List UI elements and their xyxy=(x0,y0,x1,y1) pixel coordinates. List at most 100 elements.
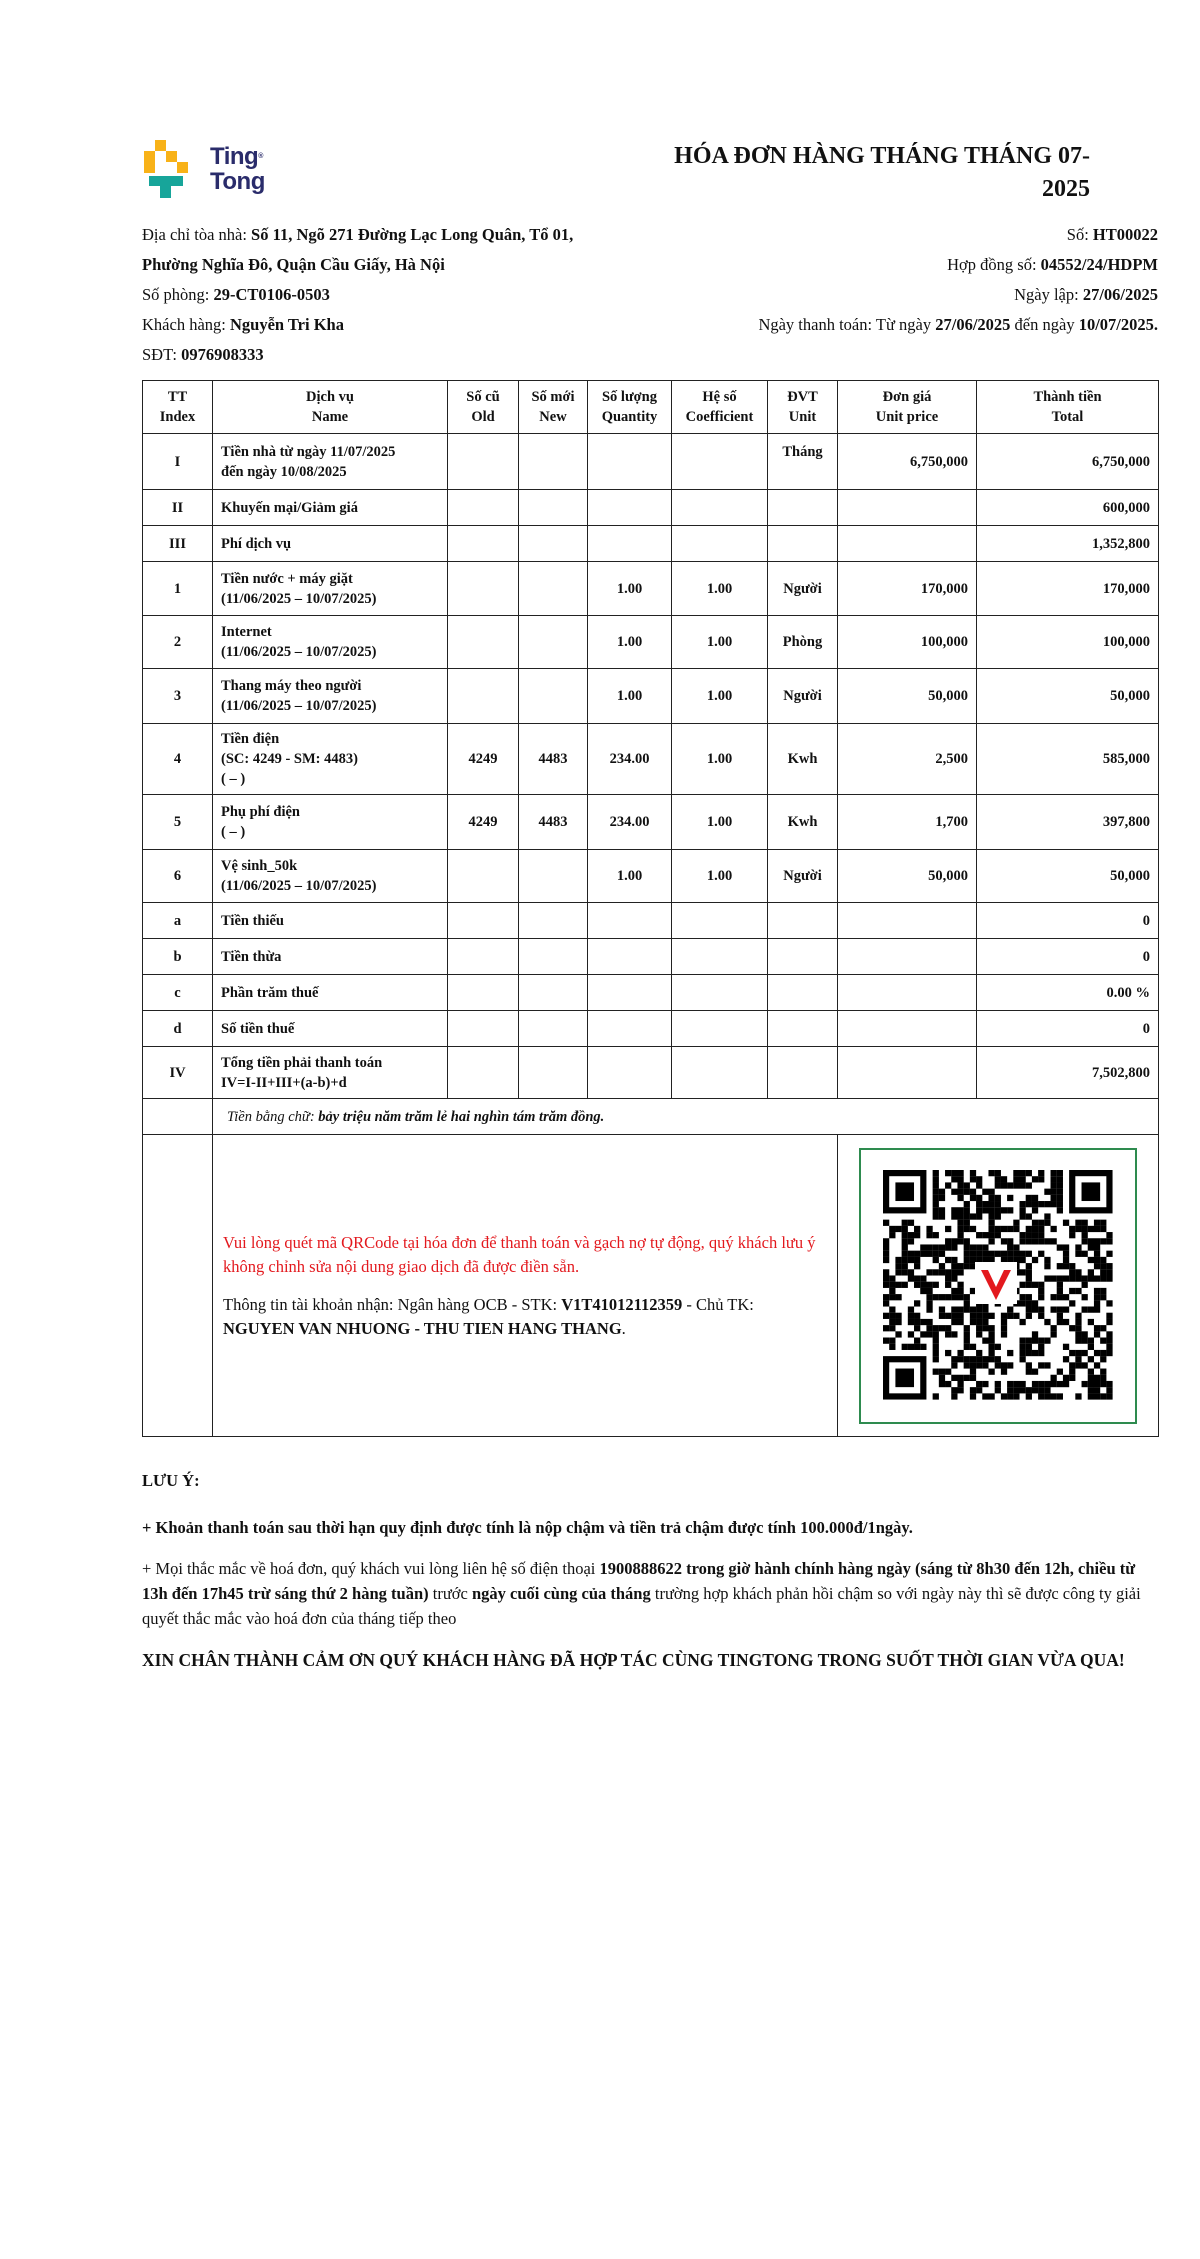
row-new: 4483 xyxy=(518,794,588,850)
row-unit xyxy=(767,938,838,975)
logo-text-tong: Tong xyxy=(210,168,265,195)
customer-name: Khách hàng: Nguyễn Tri Kha xyxy=(142,315,344,334)
row-index: IV xyxy=(142,1046,213,1099)
row-total: 100,000 xyxy=(976,615,1159,669)
contact-note: + Mọi thắc mắc về hoá đơn, quý khách vui… xyxy=(142,1556,1142,1631)
header-label: TT xyxy=(167,389,188,405)
row-name-line: Tiền thừa xyxy=(221,948,282,965)
table-row: IV Tổng tiền phải thanh toán IV=I-II+III+(… xyxy=(142,1046,1159,1099)
row-total: 600,000 xyxy=(976,489,1159,526)
row-name-line: (11/06/2025 – 10/07/2025) xyxy=(221,590,377,607)
contact-note-segment: + Mọi thắc mắc về hoá đơn, quý khách vui… xyxy=(142,1559,600,1578)
bank-owner-suffix: . xyxy=(621,1318,626,1338)
row-name: Internet (11/06/2025 – 10/07/2025) xyxy=(212,615,448,669)
row-price xyxy=(837,938,977,975)
row-total: 6,750,000 xyxy=(976,433,1159,490)
invoice-table: TT Index Dịch vụ Name Số cũ Old Số mới New Số lư… xyxy=(142,380,1159,1437)
row-index: II xyxy=(142,489,213,526)
row-index: d xyxy=(142,1010,213,1047)
row-old: 4249 xyxy=(447,794,519,850)
row-price: 2,500 xyxy=(837,723,977,795)
row-unit xyxy=(767,489,838,526)
row-price: 100,000 xyxy=(837,615,977,669)
invoice-info: Địa chỉ tòa nhà: Số 11, Ngõ 271 Đường Lạ… xyxy=(142,220,1158,370)
row-new xyxy=(518,489,588,526)
qr-cell xyxy=(837,1134,1159,1437)
row-name-line: Phần trăm thuế xyxy=(221,984,319,1001)
header-label-en: Total xyxy=(1051,409,1084,425)
table-row: 2 Internet (11/06/2025 – 10/07/2025) 1.00 1.… xyxy=(142,615,1159,669)
customer-phone: SĐT: 0976908333 xyxy=(142,345,264,364)
row-unit xyxy=(767,902,838,939)
row-coef: 1.00 xyxy=(671,561,768,616)
qr-payment-notice: Vui lòng quét mã QRCode tại hóa đơn để t… xyxy=(223,1232,816,1276)
table-row: 1 Tiền nước + máy giặt (11/06/2025 – 10/07… xyxy=(142,561,1159,616)
row-name-line: IV=I-II+III+(a-b)+d xyxy=(221,1074,347,1091)
late-fee-note: + Khoản thanh toán sau thời hạn quy định… xyxy=(142,1518,913,1537)
row-qty xyxy=(587,489,672,526)
table-row: b Tiền thừa 0 xyxy=(142,938,1159,975)
empty-cell xyxy=(142,1098,213,1135)
row-name: Tiền điện (SC: 4249 - SM: 4483) ( – ) xyxy=(212,723,448,795)
row-qty xyxy=(587,433,672,490)
table-row: I Tiền nhà từ ngày 11/07/2025 đến ngày 10/… xyxy=(142,433,1159,490)
column-header: ĐVT Unit xyxy=(767,380,838,434)
row-name: Tiền nước + máy giặt (11/06/2025 – 10/07/… xyxy=(212,561,448,616)
row-index: 2 xyxy=(142,615,213,669)
contact-note-segment: 1900888622 trong giờ hành chính hàng ngà… xyxy=(142,1559,1136,1603)
row-qty xyxy=(587,974,672,1011)
row-unit: Người xyxy=(767,849,838,903)
row-total: 397,800 xyxy=(976,794,1159,850)
column-header: Hệ số Coefficient xyxy=(671,380,768,434)
row-name: Thang máy theo người (11/06/2025 – 10/07/… xyxy=(212,668,448,724)
row-name: Tiền thiếu xyxy=(212,902,448,939)
amount-in-words-row: Tiền bằng chữ: bảy triệu năm trăm lẻ hai… xyxy=(142,1098,1159,1135)
row-unit: Kwh xyxy=(767,794,838,850)
row-new xyxy=(518,433,588,490)
header-label: ĐVT xyxy=(787,389,818,405)
row-index: 1 xyxy=(142,561,213,616)
table-row: 6 Vệ sinh_50k (11/06/2025 – 10/07/2025) 1.0… xyxy=(142,849,1159,903)
table-row: 4 Tiền điện (SC: 4249 - SM: 4483) ( – ) 4249… xyxy=(142,723,1159,795)
contact-note-segment: trường hợp khách phản hồi chậm so với ng… xyxy=(142,1584,1141,1628)
row-old xyxy=(447,489,519,526)
header-label: Số cũ xyxy=(466,389,500,405)
row-coef xyxy=(671,433,768,490)
row-coef xyxy=(671,1046,768,1099)
v-logo-icon xyxy=(981,1269,1011,1300)
row-old xyxy=(447,433,519,490)
row-price xyxy=(837,974,977,1011)
row-qty xyxy=(587,525,672,562)
header-label: Dịch vụ xyxy=(306,389,354,405)
row-new xyxy=(518,525,588,562)
row-index: 6 xyxy=(142,849,213,903)
column-header: Số mới New xyxy=(518,380,588,434)
row-unit: Kwh xyxy=(767,723,838,795)
building-address-line2: Phường Nghĩa Đô, Quận Cầu Giấy, Hà Nội xyxy=(142,255,445,274)
row-unit: Tháng xyxy=(767,433,838,490)
amount-in-words-label: Tiền bằng chữ: xyxy=(227,1108,319,1125)
header-label-en: New xyxy=(539,409,567,425)
header-label: Số lượng xyxy=(601,389,657,405)
row-old xyxy=(447,668,519,724)
header-label: Đơn giá xyxy=(882,389,932,405)
row-name-line: Khuyến mại/Giảm giá xyxy=(221,499,358,516)
row-unit xyxy=(767,1010,838,1047)
row-price: 50,000 xyxy=(837,849,977,903)
row-index: III xyxy=(142,525,213,562)
column-header: Số cũ Old xyxy=(447,380,519,434)
table-row: III Phí dịch vụ 1,352,800 xyxy=(142,525,1159,562)
contact-note-segment: ngày cuối cùng của tháng xyxy=(471,1584,651,1603)
table-row: 5 Phụ phí điện ( – ) 4249 4483 234.00 1.00 Kwh 1… xyxy=(142,794,1159,850)
column-header: Số lượng Quantity xyxy=(587,380,672,434)
invoice-title: HÓA ĐƠN HÀNG THÁNG THÁNG 07-2025 xyxy=(674,143,1090,202)
notes-section: LƯU Ý: + Khoản thanh toán sau thời hạn q… xyxy=(142,1468,1142,1686)
row-unit: Người xyxy=(767,561,838,616)
logo-mark-icon xyxy=(144,140,188,198)
qr-code-icon xyxy=(883,1169,1113,1400)
row-index: b xyxy=(142,938,213,975)
contact-note-segment: trước xyxy=(428,1584,472,1603)
row-index: I xyxy=(142,433,213,490)
row-total: 0.00 % xyxy=(976,974,1159,1011)
header-label: Thành tiền xyxy=(1033,389,1102,405)
